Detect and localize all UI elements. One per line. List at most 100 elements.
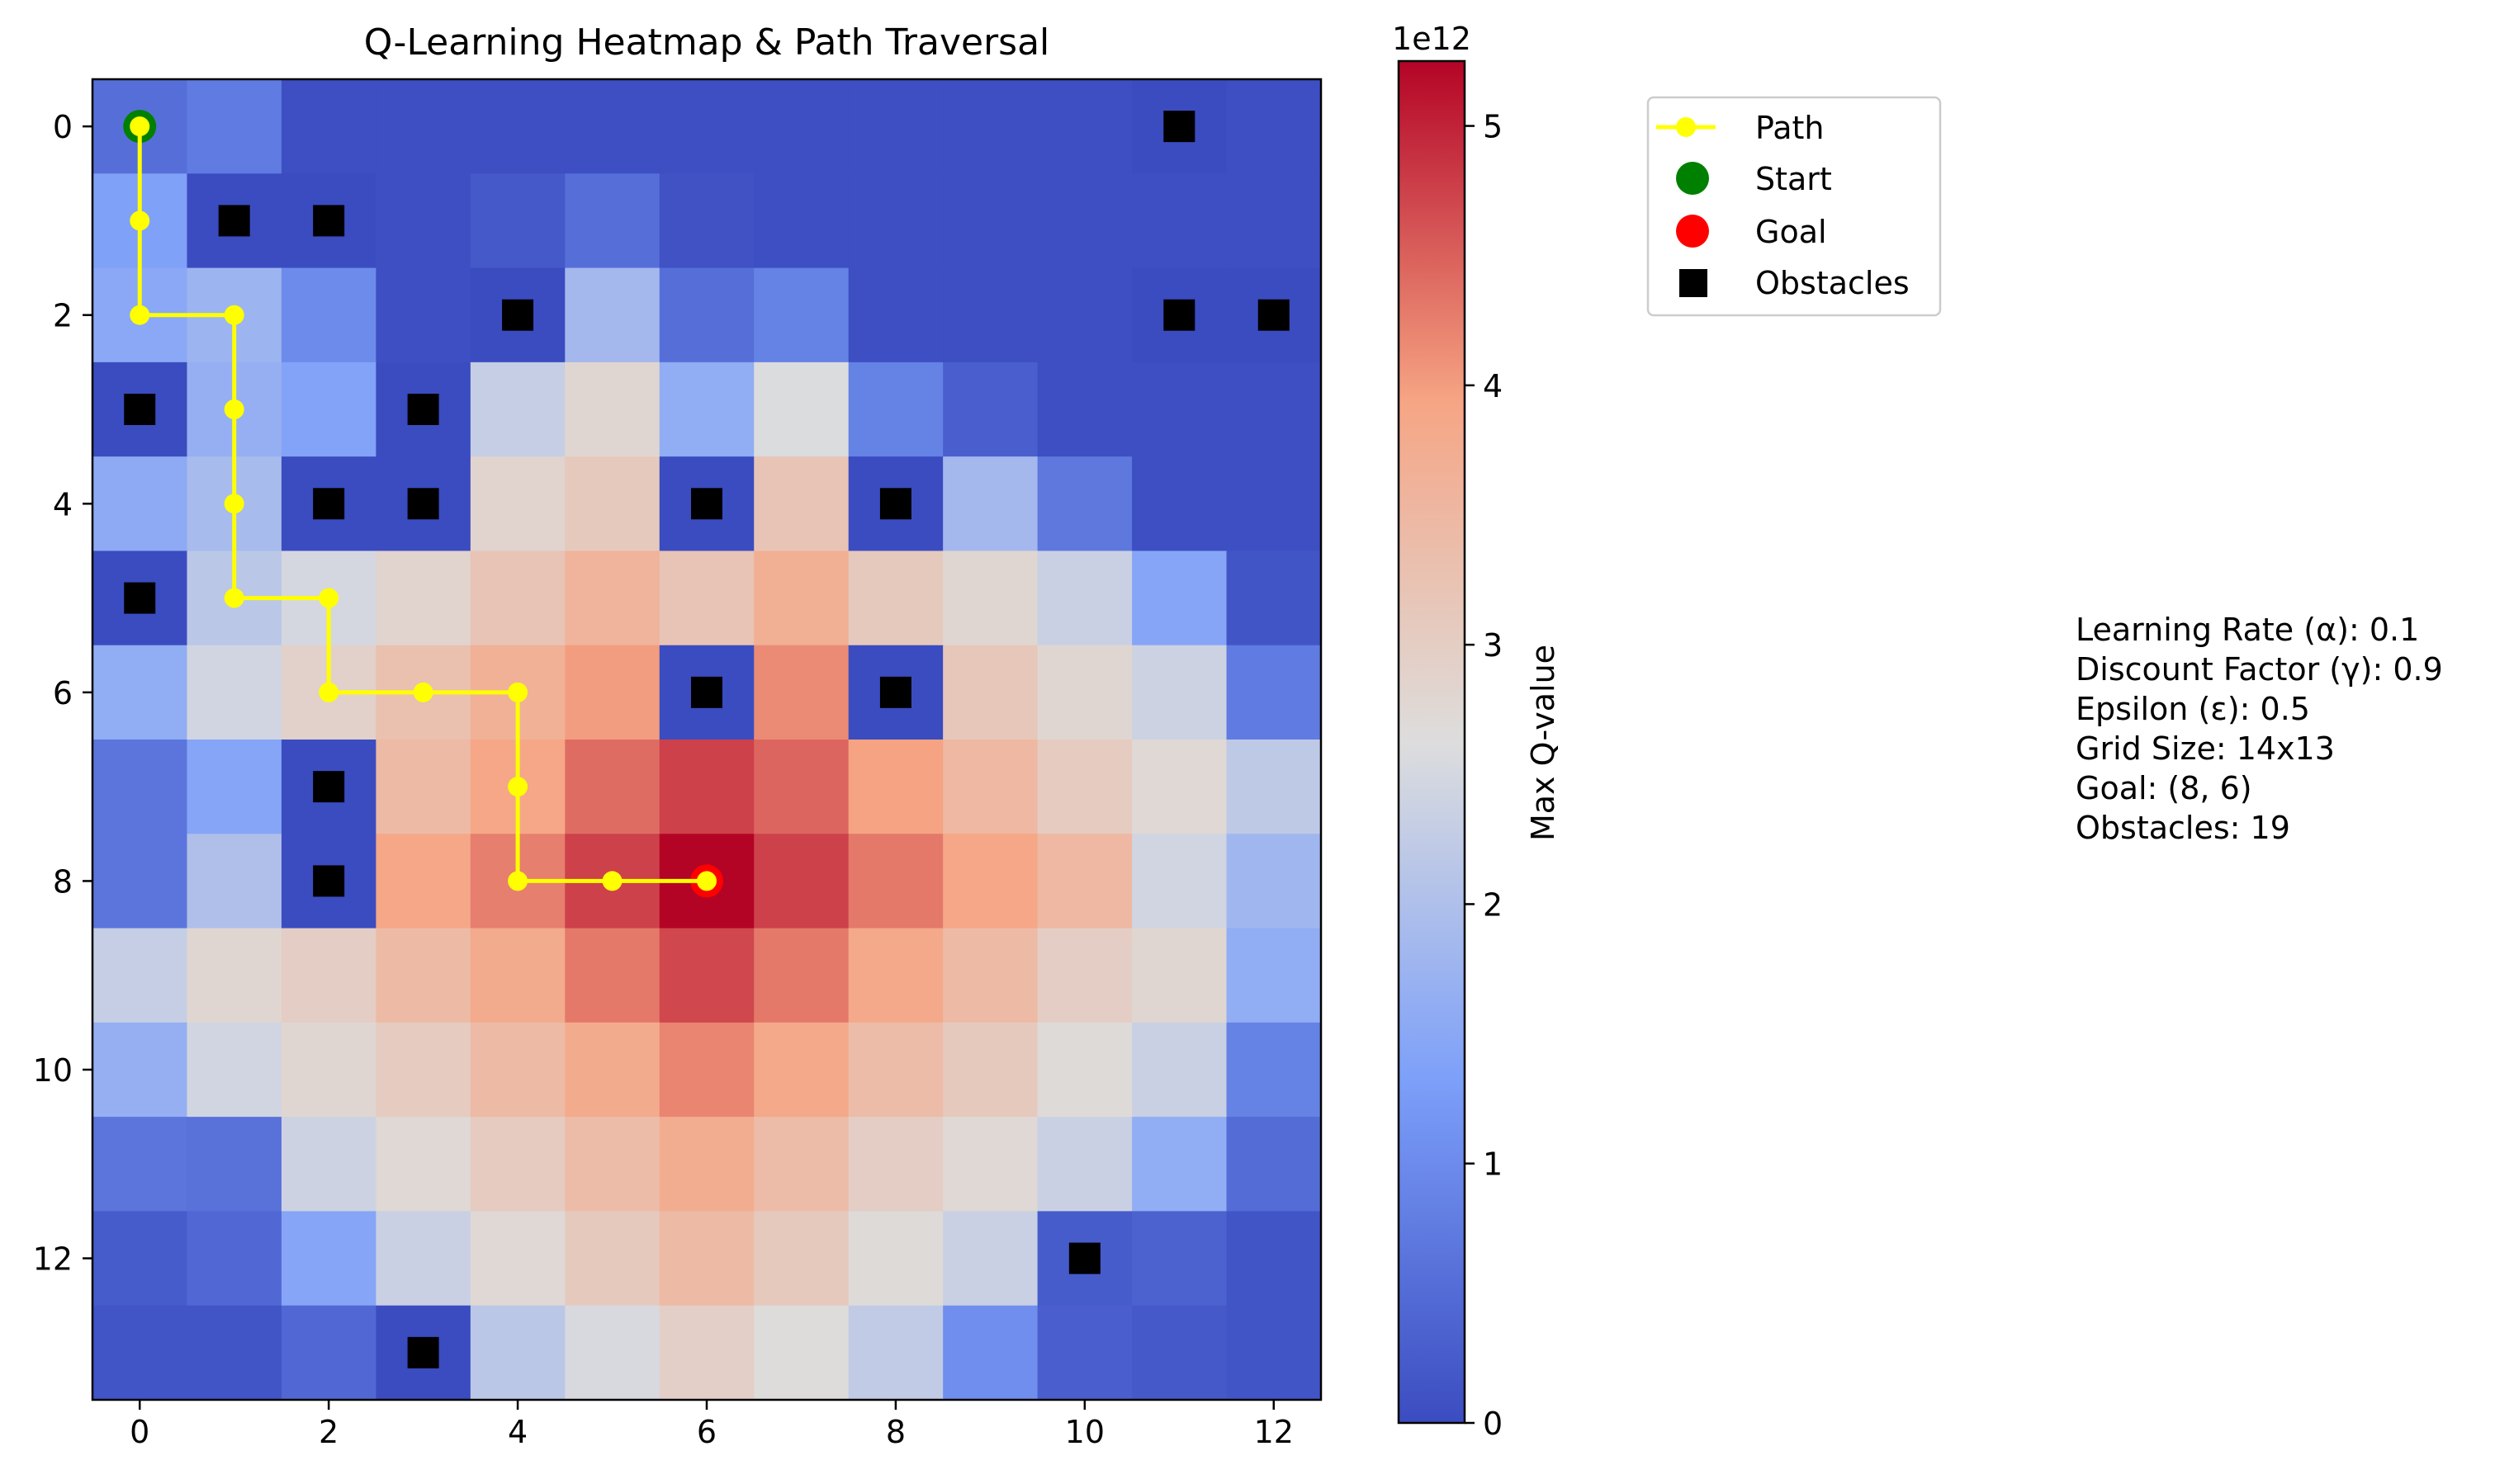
- heatmap-cell: [565, 79, 660, 174]
- heatmap-cell: [754, 362, 850, 457]
- heatmap-cell: [943, 267, 1039, 363]
- heatmap-cell: [848, 1022, 944, 1118]
- heatmap-cell: [376, 267, 471, 363]
- heatmap-cell: [187, 79, 282, 174]
- heatmap-cell: [848, 834, 944, 929]
- path-point: [697, 871, 717, 891]
- heatmap-cell: [1132, 173, 1228, 269]
- heatmap-cell: [1132, 551, 1228, 646]
- obstacle-marker: [691, 488, 722, 520]
- heatmap-cell: [281, 1305, 376, 1401]
- path-point: [130, 210, 150, 231]
- path-point: [224, 494, 244, 514]
- heatmap-cell: [1037, 79, 1133, 174]
- heatmap-cell: [659, 1305, 755, 1401]
- heatmap-cell: [1226, 173, 1322, 269]
- info-grid-size: Grid Size: 14x13: [2076, 730, 2335, 767]
- heatmap-cell: [848, 928, 944, 1023]
- legend-label-start: Start: [1755, 161, 1832, 197]
- obstacle-marker: [407, 394, 439, 425]
- y-tick-label: 6: [53, 675, 73, 711]
- legend-label-path: Path: [1755, 110, 1824, 146]
- heatmap-cell: [92, 834, 188, 929]
- legend-path-marker: [1676, 117, 1696, 137]
- heatmap-cell: [92, 456, 188, 552]
- heatmap-cell: [659, 173, 755, 269]
- heatmap-cell: [943, 551, 1039, 646]
- heatmap-cell: [1037, 551, 1133, 646]
- obstacle-marker: [1068, 1242, 1101, 1274]
- path-point: [224, 399, 244, 419]
- colorbar-multiplier: 1e12: [1392, 21, 1471, 57]
- heatmap-cell: [281, 1022, 376, 1118]
- info-epsilon: Epsilon (ε): 0.5: [2076, 691, 2310, 727]
- heatmap-cell: [754, 1211, 850, 1307]
- heatmap-cell: [376, 1211, 471, 1307]
- path-point: [508, 777, 528, 797]
- heatmap-cell: [470, 79, 566, 174]
- heatmap-cell: [281, 928, 376, 1023]
- heatmap-cell: [1037, 1117, 1133, 1212]
- heatmap-cell: [281, 1117, 376, 1212]
- info-obstacles: Obstacles: 19: [2076, 810, 2290, 846]
- obstacle-marker: [879, 488, 911, 520]
- heatmap-cell: [848, 173, 944, 269]
- heatmap-cell: [943, 834, 1039, 929]
- heatmap-cell: [1132, 1117, 1228, 1212]
- heatmap-cell: [1037, 928, 1133, 1023]
- parameters-info: Learning Rate (α): 0.1 Discount Factor (…: [2076, 612, 2443, 846]
- heatmap-cell: [754, 928, 850, 1023]
- heatmap-cell: [1226, 362, 1322, 457]
- obstacle-markers: [124, 111, 1290, 1368]
- heatmap-cell: [376, 1117, 471, 1212]
- heatmap-cell: [659, 362, 755, 457]
- heatmap-cell: [659, 740, 755, 834]
- heatmap-cell: [187, 1022, 282, 1118]
- legend-obstacle-marker: [1679, 269, 1707, 297]
- heatmap-cell: [848, 740, 944, 834]
- heatmap-cell: [470, 551, 566, 646]
- path-point: [508, 871, 528, 891]
- y-tick-label: 2: [53, 298, 73, 334]
- obstacle-marker: [313, 205, 345, 237]
- heatmap-cells: [92, 79, 1322, 1401]
- colorbar-tick-label: 5: [1483, 109, 1503, 145]
- heatmap-cell: [376, 173, 471, 269]
- path-point: [130, 116, 150, 137]
- heatmap-cell: [92, 1211, 188, 1307]
- heatmap-cell: [659, 928, 755, 1023]
- y-axis: 0 2 4 6 8 10 12: [33, 109, 92, 1278]
- info-learning-rate: Learning Rate (α): 0.1: [2076, 612, 2419, 648]
- heatmap-cell: [470, 1022, 566, 1118]
- y-tick-label: 10: [33, 1052, 73, 1089]
- heatmap-cell: [187, 740, 282, 834]
- heatmap-cell: [1037, 362, 1133, 457]
- heatmap-cell: [565, 1305, 660, 1401]
- heatmap-cell: [754, 551, 850, 646]
- heatmap-cell: [1037, 645, 1133, 740]
- y-tick-label: 8: [53, 863, 73, 900]
- heatmap-cell: [1037, 1305, 1133, 1401]
- heatmap-cell: [565, 267, 660, 363]
- heatmap-cell: [376, 740, 471, 834]
- heatmap-cell: [187, 1117, 282, 1212]
- heatmap-cell: [659, 267, 755, 363]
- heatmap-cell: [1226, 1211, 1322, 1307]
- heatmap-cell: [1132, 456, 1228, 552]
- heatmap-cell: [470, 1211, 566, 1307]
- heatmap-cell: [659, 1117, 755, 1212]
- heatmap-cell: [1132, 1211, 1228, 1307]
- heatmap-cell: [943, 1211, 1039, 1307]
- heatmap-cell: [1037, 834, 1133, 929]
- heatmap-cell: [754, 834, 850, 929]
- heatmap-cell: [943, 456, 1039, 552]
- obstacle-marker: [691, 676, 722, 708]
- heatmap-cell: [1226, 1022, 1322, 1118]
- heatmap-cell: [565, 1211, 660, 1307]
- obstacle-marker: [124, 582, 156, 614]
- heatmap-cell: [281, 1211, 376, 1307]
- obstacle-marker: [1257, 299, 1290, 331]
- heatmap-cell: [281, 267, 376, 363]
- heatmap-cell: [187, 928, 282, 1023]
